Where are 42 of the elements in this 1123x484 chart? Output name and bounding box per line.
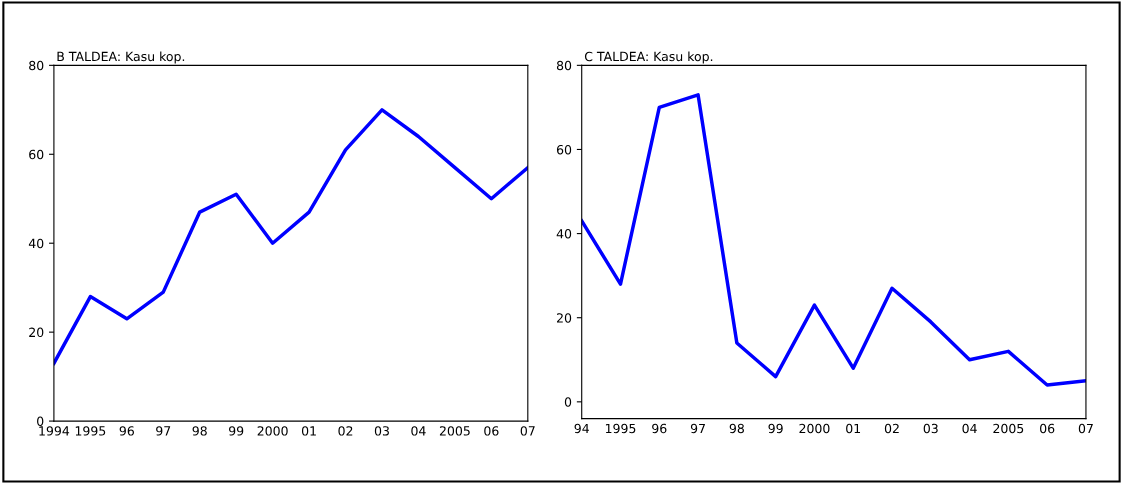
line-series (53, 108, 528, 366)
x-tick-label: 04 (411, 426, 426, 436)
x-tick-label: 03 (374, 426, 389, 436)
x-tick-label: 1994 (39, 426, 70, 436)
y-tick-label: 20 (557, 313, 572, 323)
x-tick-label: 03 (923, 423, 938, 434)
y-tick-label: 40 (28, 238, 44, 249)
x-tick-label: 2000 (257, 426, 288, 436)
y-tick-label: 0 (564, 397, 572, 407)
y-tick-label: 40 (556, 229, 572, 239)
x-tick-label: 01 (301, 426, 316, 436)
x-tick-label: 96 (652, 423, 667, 434)
x-tick-label: 02 (338, 426, 353, 436)
y-tick-label: 20 (29, 327, 44, 338)
y-tick-label: 80 (29, 60, 44, 71)
x-tick-label: 99 (768, 423, 783, 434)
x-tick-label: 06 (1040, 423, 1055, 434)
x-tick-label: 2005 (993, 423, 1024, 434)
chart-title: B TALDEA: Kasu kop. (57, 51, 185, 64)
line-series (581, 93, 1086, 387)
x-tick-label: 1995 (605, 423, 636, 434)
y-tick-label: 80 (556, 60, 572, 71)
x-tick-label: 2000 (799, 423, 830, 434)
y-tick-label: 0 (37, 416, 44, 427)
chart-title: C TALDEA: Kasu kop. (584, 51, 713, 64)
x-tick-label: 98 (192, 426, 207, 436)
x-tick-label: 98 (729, 423, 744, 434)
x-tick-label: 94 (574, 423, 589, 434)
x-tick-label: 2005 (439, 426, 470, 436)
y-tick-label: 60 (29, 149, 44, 160)
x-tick-label: 07 (520, 426, 535, 436)
x-tick-label: 01 (846, 423, 861, 434)
y-tick-label: 60 (556, 144, 572, 155)
x-tick-label: 04 (962, 423, 977, 434)
x-tick-label: 02 (884, 423, 899, 434)
x-tick-label: 07 (1078, 423, 1093, 434)
x-tick-label: 06 (484, 426, 499, 436)
x-tick-label: 96 (119, 426, 134, 436)
x-tick-label: 1995 (75, 426, 106, 436)
x-tick-label: 97 (690, 423, 705, 434)
x-tick-label: 99 (229, 426, 244, 436)
x-tick-label: 97 (156, 426, 171, 436)
